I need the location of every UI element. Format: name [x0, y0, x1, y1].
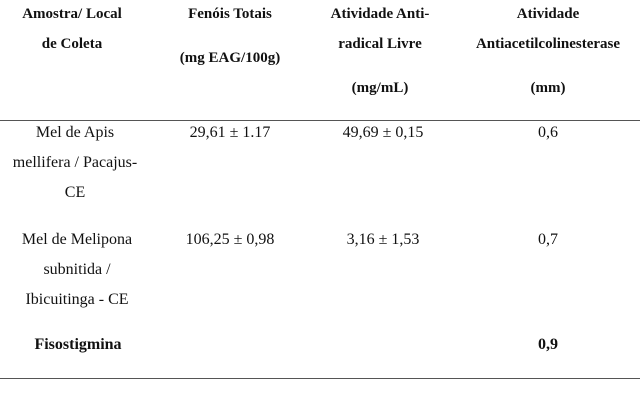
header-cell: radical Livre — [338, 36, 422, 52]
cell: 0,9 — [538, 336, 558, 353]
cell: 49,69 ± 0,15 — [342, 124, 424, 141]
header-cell: (mm) — [530, 80, 566, 96]
cell: 29,61 ± 1.17 — [189, 124, 271, 141]
cell: 3,16 ± 1,53 — [346, 231, 420, 248]
cell: 0,7 — [538, 231, 558, 248]
cell: Fisostigmina — [34, 336, 122, 353]
cell: Mel de Melipona — [21, 231, 133, 248]
header-cell: Amostra/ Local — [22, 6, 122, 22]
cell: mellifera / Pacajus- — [12, 154, 138, 171]
header-cell: (mg EAG/100g) — [179, 50, 281, 66]
cell: Ibicuitinga - CE — [25, 291, 129, 308]
header-cell: Atividade — [516, 6, 580, 22]
header-cell: Fenóis Totais — [188, 6, 272, 22]
header-rule — [0, 120, 640, 121]
cell: CE — [64, 184, 86, 201]
header-cell: (mg/mL) — [351, 80, 409, 96]
cell: subnitida / — [43, 261, 111, 278]
cell: 0,6 — [538, 124, 558, 141]
bottom-rule — [0, 378, 640, 379]
header-cell: de Coleta — [41, 36, 103, 52]
header-cell: Antiacetilcolinesterase — [475, 36, 621, 52]
cell: 106,25 ± 0,98 — [185, 231, 275, 248]
cell: Mel de Apis — [35, 124, 115, 141]
header-cell: Atividade Anti- — [330, 6, 430, 22]
